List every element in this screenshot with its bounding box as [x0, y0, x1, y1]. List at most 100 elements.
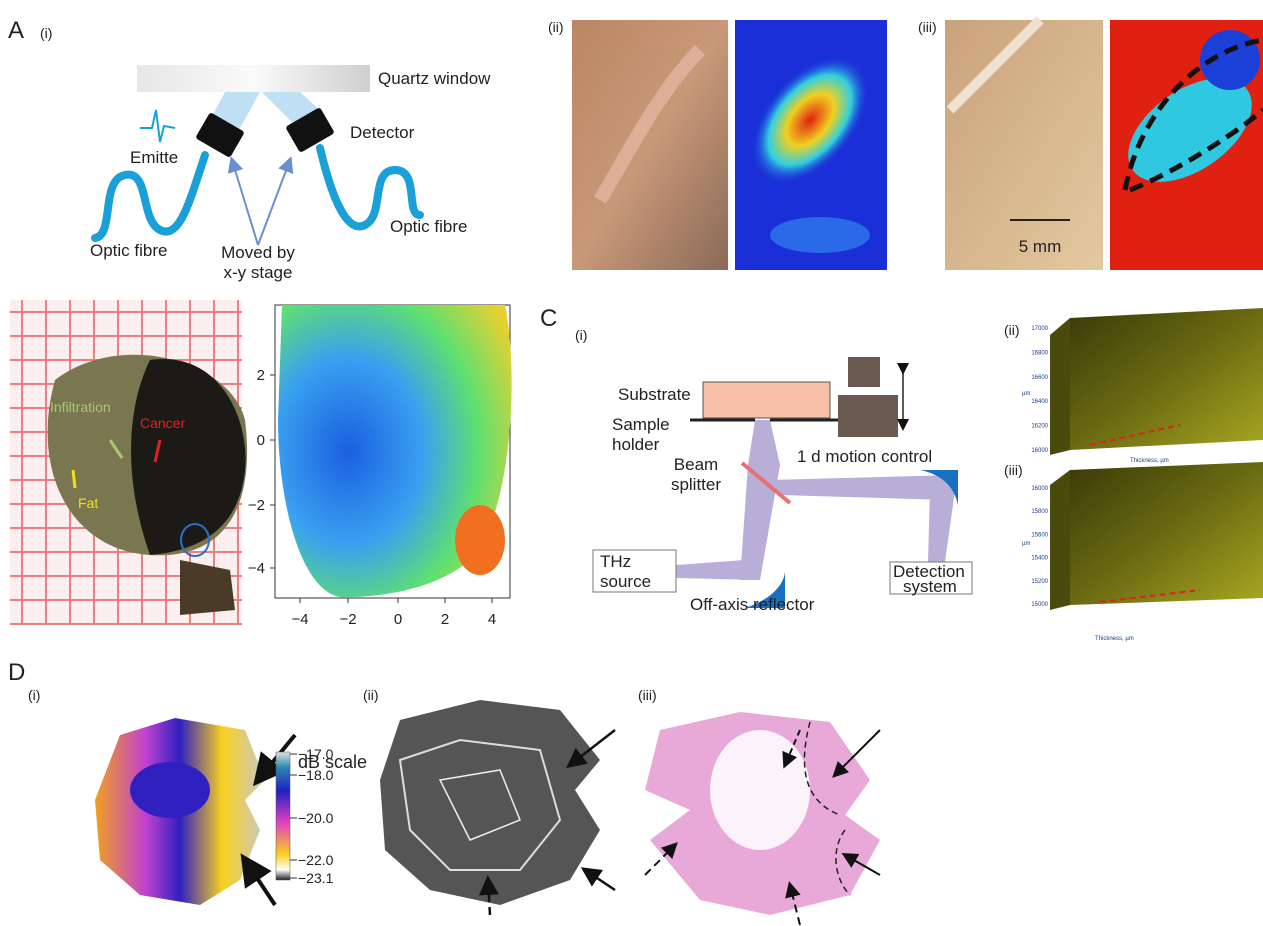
axis-label: Thickness, µm	[1130, 458, 1169, 464]
fibre-label: Optic fibre	[90, 241, 167, 260]
colorbar-ticks: −17.0 −18.0 −20.0 −22.0 −23.1	[290, 746, 334, 886]
cube-tick-label: 16000	[1031, 486, 1048, 492]
cube-tick-label: 15000	[1031, 602, 1048, 608]
cut-line	[1099, 589, 1201, 603]
detection-label: system	[903, 577, 957, 596]
circle	[180, 523, 210, 557]
cube-tick-label: 15600	[1031, 532, 1048, 538]
beam	[748, 420, 780, 465]
arrow	[782, 729, 801, 769]
detector-label: Detector	[350, 123, 415, 142]
x-tick-label: 0	[394, 611, 402, 628]
reflector	[920, 470, 958, 505]
stage-label: Moved by	[221, 243, 295, 262]
splitter-label: Beam	[674, 455, 718, 474]
splitter-label: splitter	[671, 475, 721, 494]
arrow	[108, 439, 124, 459]
panel-label: A	[8, 17, 24, 44]
cut-line	[1089, 424, 1181, 446]
arrow	[478, 875, 499, 916]
photo	[572, 20, 728, 270]
arrow	[580, 867, 616, 892]
cube-side	[1050, 318, 1070, 455]
cube-ticks: 17000 16800 16600 16400 16200 16000	[1031, 326, 1048, 454]
cube	[1070, 462, 1263, 605]
colorbar-tick-label: −18.0	[298, 767, 334, 783]
cube-tick-label: 17000	[1031, 326, 1048, 332]
cube-tick-label: 15200	[1031, 579, 1048, 585]
cube-tick-label: 16000	[1031, 448, 1048, 454]
beam	[676, 560, 760, 580]
sub-label: (iii)	[918, 19, 937, 35]
arrow	[240, 853, 277, 907]
cancer-label: Cancer	[140, 415, 185, 431]
colorbar-tick-label: −23.1	[298, 870, 334, 886]
tissue	[380, 700, 600, 905]
unit-label: µm	[1022, 541, 1030, 547]
scale-label: 5 mm	[1019, 237, 1062, 256]
fibre-label: Optic fibre	[390, 217, 467, 236]
cube-side	[1050, 470, 1070, 610]
cube-ticks: 16000 15800 15600 15400 15200 15000	[1031, 486, 1048, 608]
beam	[210, 92, 260, 128]
fibre	[316, 144, 424, 231]
tissue-texture	[398, 738, 562, 871]
heatmap-blob	[1128, 78, 1252, 182]
tissue-piece	[180, 560, 235, 615]
beam	[770, 475, 955, 500]
fat-label: Fat	[78, 495, 98, 511]
arrow	[841, 853, 881, 876]
cube-tick-label: 16600	[1031, 375, 1048, 381]
beam-splitter	[740, 461, 792, 505]
axis-label: Thickness, µm	[1095, 636, 1134, 642]
map-hotspot	[455, 505, 505, 575]
sub-label: (iii)	[1004, 462, 1023, 478]
cube-tick-label: 15800	[1031, 509, 1048, 515]
reflector	[745, 570, 785, 608]
substrate	[702, 381, 831, 419]
x-tick-label: −2	[339, 611, 356, 628]
source-label: THz	[600, 552, 631, 571]
motor	[848, 357, 880, 387]
tissue-texture	[438, 769, 521, 841]
arrow	[257, 156, 294, 246]
emitter-label: Emitte	[130, 148, 178, 167]
arrow	[227, 156, 259, 246]
x-tick-label: 2	[441, 611, 449, 628]
colorbar	[275, 751, 291, 881]
quartz-label: Quartz window	[378, 69, 491, 88]
beam	[740, 465, 780, 580]
cube-tick-label: 15400	[1031, 556, 1048, 562]
cube	[1070, 308, 1263, 450]
detection-box	[889, 561, 973, 595]
arrow	[644, 842, 678, 876]
boundary	[803, 721, 851, 896]
emitter	[196, 113, 244, 157]
stage-label: x-y stage	[224, 263, 293, 282]
motor	[838, 395, 898, 437]
sub-label: (iii)	[638, 687, 657, 703]
sub-label: (i)	[28, 687, 40, 703]
sub-label: (ii)	[548, 19, 564, 35]
y-tick-label: −4	[248, 560, 265, 577]
detector	[286, 108, 334, 152]
quartz-window	[137, 65, 370, 92]
y-tick-label: 2	[257, 367, 265, 384]
reflector-label: Off-axis reflector	[690, 595, 815, 614]
arrow	[71, 469, 77, 489]
axis-ticks: 2 0 −2 −4 −4 −2 0 2 4	[248, 367, 496, 628]
source-label: source	[600, 572, 651, 591]
colorbar-tick-label: −17.0	[298, 746, 334, 762]
holder-label: holder	[612, 435, 660, 454]
fibre	[91, 151, 209, 242]
beam	[928, 490, 955, 562]
cube-tick-label: 16200	[1031, 424, 1048, 430]
tissue-center	[710, 730, 810, 850]
heatmap-blob	[770, 217, 870, 253]
y-tick-label: −2	[248, 497, 265, 514]
colorbar-title: dB scale	[298, 752, 367, 772]
arrow	[832, 729, 881, 778]
photo	[945, 20, 1103, 270]
panel-label: C	[540, 305, 557, 332]
